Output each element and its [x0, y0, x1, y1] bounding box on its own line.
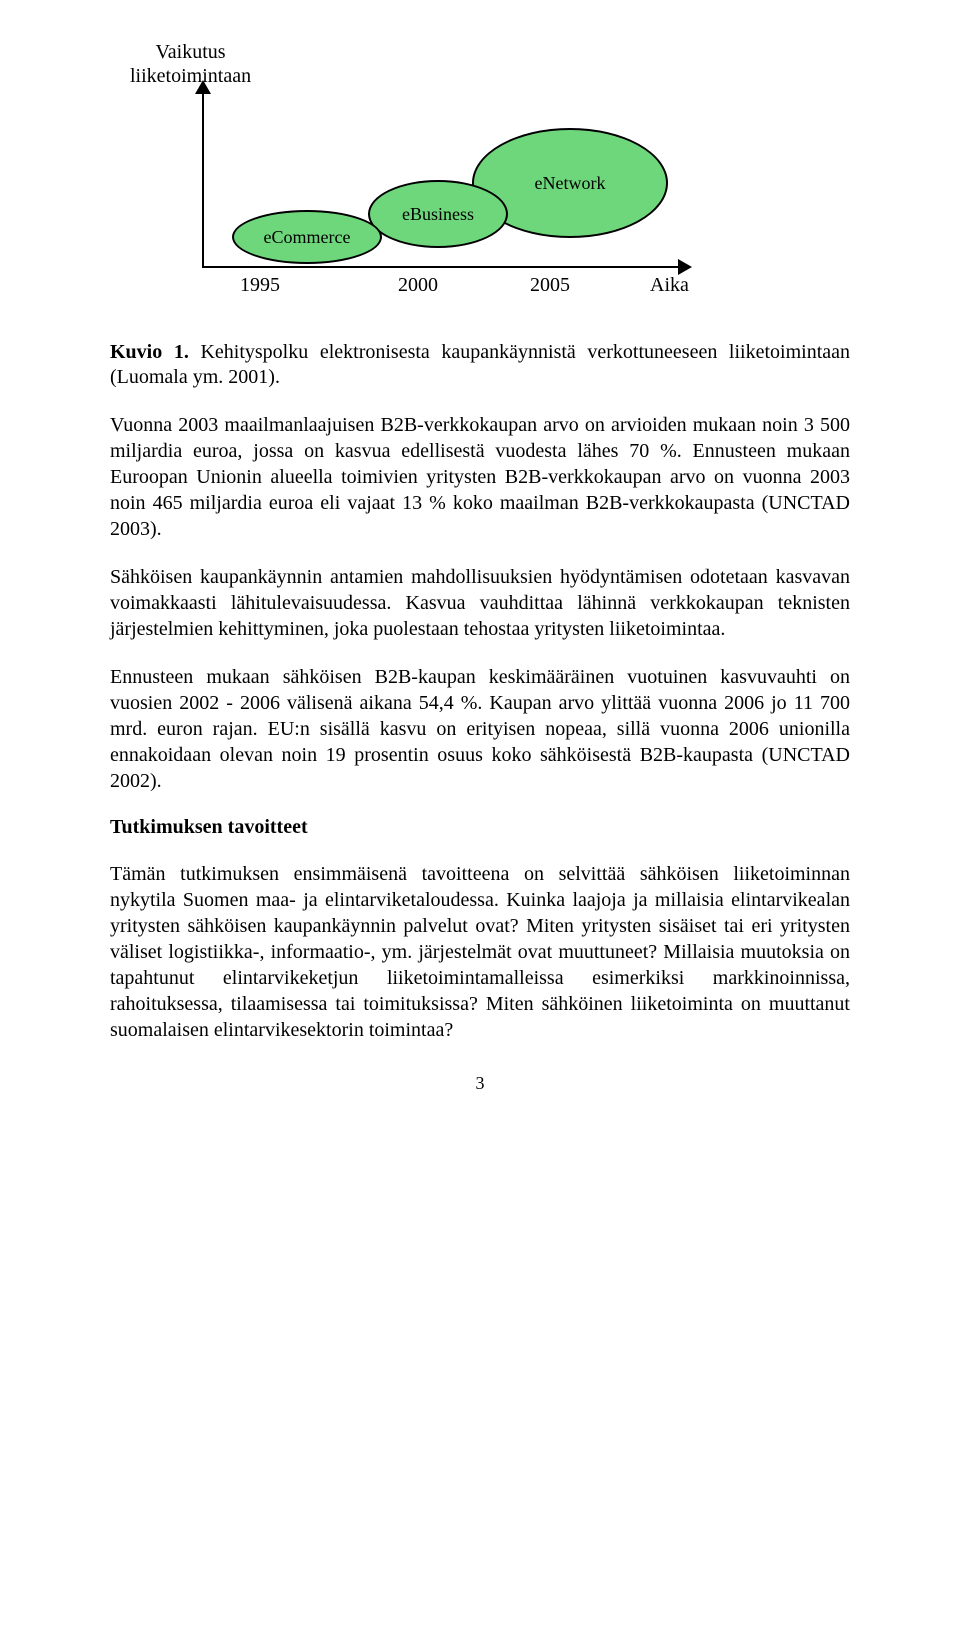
y-label-line1: Vaikutus	[156, 41, 226, 63]
caption-body: Kehityspolku elektronisesta kaupankäynni…	[110, 341, 850, 388]
figure-caption: Kuvio 1. Kehityspolku elektronisesta kau…	[110, 340, 850, 390]
page-number: 3	[110, 1073, 850, 1094]
x-tick-0: 1995	[240, 274, 280, 297]
section-heading: Tutkimuksen tavoitteet	[110, 816, 850, 839]
ellipse-ebusiness: eBusiness	[368, 180, 508, 248]
x-tick-2: 2005	[530, 274, 570, 297]
ellipse-ecommerce: eCommerce	[232, 210, 382, 264]
evolution-diagram: Vaikutus liiketoimintaan eNetworkeBusine…	[110, 40, 710, 320]
y-label-line2: liiketoimintaan	[130, 65, 251, 87]
paragraph-1: Vuonna 2003 maailmanlaajuisen B2B-verkko…	[110, 412, 850, 542]
caption-lead: Kuvio 1.	[110, 341, 189, 363]
x-axis-end-label: Aika	[650, 274, 689, 297]
paragraph-2: Sähköisen kaupankäynnin antamien mahdoll…	[110, 564, 850, 642]
x-axis-line	[202, 266, 682, 268]
x-axis-arrow-icon	[678, 259, 692, 275]
paragraph-3: Ennusteen mukaan sähköisen B2B-kaupan ke…	[110, 664, 850, 794]
x-tick-1: 2000	[398, 274, 438, 297]
y-axis-line	[202, 88, 204, 268]
y-axis-label: Vaikutus liiketoimintaan	[130, 40, 251, 88]
paragraph-4: Tämän tutkimuksen ensimmäisenä tavoittee…	[110, 861, 850, 1043]
